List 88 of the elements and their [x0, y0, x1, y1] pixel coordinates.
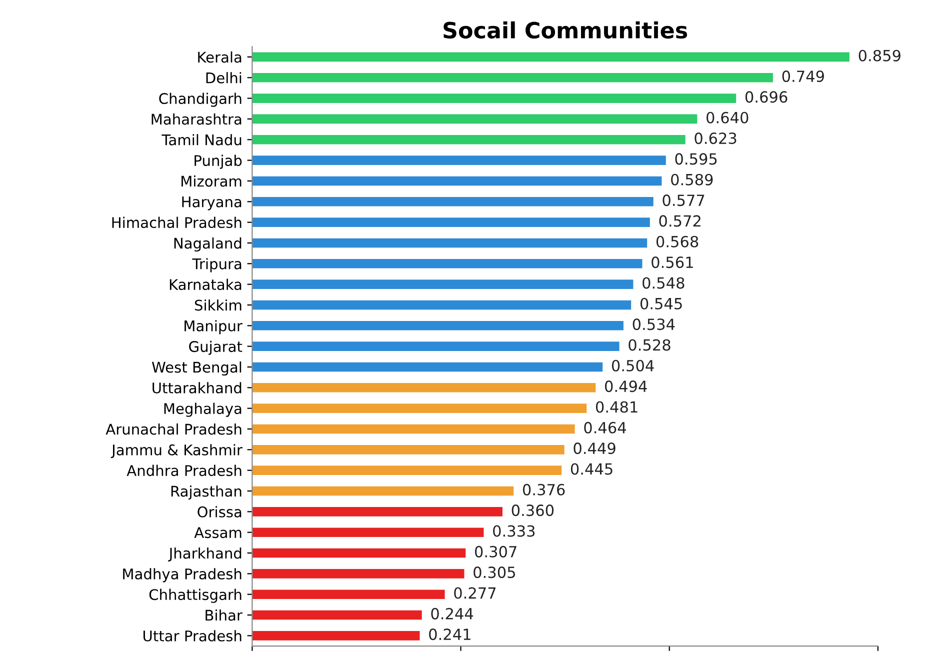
data-label: 0.548 — [642, 277, 684, 289]
bar — [252, 631, 420, 640]
bar — [252, 569, 464, 578]
y-tick-label: Arunachal Pradesh — [106, 423, 242, 435]
bar — [252, 52, 850, 62]
y-tick-label: Punjab — [194, 154, 242, 169]
data-label: 0.640 — [706, 112, 748, 124]
bar — [252, 548, 466, 558]
y-tick-label: Meghalaya — [164, 402, 242, 417]
y-tick-label: Mizoram — [182, 175, 242, 187]
y-tick-label: Uttarakhand — [152, 382, 242, 394]
bar — [252, 218, 650, 227]
y-tick-label: Chhattisgarh — [149, 588, 242, 603]
y-tick-label: Gujarat — [189, 340, 242, 355]
y-tick-label: Madhya Pradesh — [123, 568, 242, 582]
data-label: 0.859 — [858, 50, 900, 62]
data-label: 0.464 — [584, 422, 626, 434]
bar — [252, 424, 575, 434]
y-tick-label: Jharkhand — [168, 547, 242, 562]
bar — [252, 280, 634, 289]
bar — [252, 321, 624, 330]
data-label: 0.307 — [474, 546, 516, 558]
bar — [252, 72, 773, 82]
bar — [252, 94, 736, 103]
y-tick-label: Kerala — [198, 51, 242, 63]
bar — [252, 300, 632, 310]
data-label: 0.623 — [694, 132, 736, 144]
data-label: 0.376 — [522, 484, 565, 496]
bar — [252, 156, 666, 165]
bar — [252, 383, 596, 392]
bar — [252, 445, 564, 454]
y-tick-label: Tripura — [192, 258, 242, 272]
y-tick-label: Sikkim — [194, 299, 242, 311]
data-label: 0.589 — [671, 174, 713, 186]
data-label: 0.241 — [429, 628, 470, 640]
data-label: 0.561 — [652, 256, 693, 268]
y-tick-label: Uttar Pradesh — [144, 630, 242, 642]
bar — [252, 114, 698, 124]
data-label: 0.504 — [612, 360, 654, 372]
data-label: 0.545 — [640, 298, 682, 310]
data-label: 0.494 — [605, 380, 647, 392]
y-tick-label: West Bengal — [152, 361, 242, 376]
y-tick-label: Haryana — [182, 196, 242, 210]
bar — [252, 342, 620, 351]
data-label: 0.305 — [474, 566, 515, 578]
y-tick-label: Manipur — [184, 320, 242, 334]
y-tick-label: Orissa — [198, 506, 242, 518]
bar — [252, 176, 662, 186]
bar — [252, 362, 603, 372]
y-tick-label: Assam — [194, 527, 242, 538]
data-label: 0.595 — [675, 153, 717, 165]
y-tick-label: Himachal Pradesh — [112, 216, 242, 228]
data-label: 0.577 — [662, 194, 704, 206]
bar — [252, 486, 514, 496]
y-tick-label: Karnataka — [170, 278, 242, 290]
y-tick-label: Andhra Pradesh — [126, 464, 242, 476]
y-tick-label: Bihar — [206, 609, 242, 621]
y-tick-label: Maharashtra — [152, 113, 242, 125]
bar — [252, 134, 686, 144]
bar — [252, 404, 587, 413]
y-tick-label: Nagaland — [174, 237, 242, 252]
bar — [252, 258, 642, 268]
bar — [252, 610, 422, 620]
data-label: 0.696 — [745, 91, 788, 103]
data-label: 0.445 — [570, 463, 612, 475]
y-tick-label: Rajasthan — [171, 485, 242, 500]
bar — [252, 466, 562, 475]
data-label: 0.528 — [628, 339, 670, 351]
y-tick-label: Delhi — [206, 72, 242, 84]
data-label: 0.277 — [454, 587, 496, 599]
bar — [252, 238, 648, 248]
y-tick-label: Tamil Nadu — [162, 134, 242, 146]
y-tick-label: Jammu & Kashmir — [110, 444, 242, 458]
data-label: 0.749 — [782, 70, 824, 82]
bar — [252, 590, 445, 599]
bar — [252, 196, 654, 206]
data-label: 0.568 — [656, 236, 698, 248]
data-label: 0.333 — [493, 525, 535, 537]
data-label: 0.244 — [431, 608, 474, 620]
data-label: 0.360 — [512, 504, 554, 516]
data-label: 0.572 — [659, 215, 700, 227]
chart-title: Socail Communities — [444, 21, 688, 39]
bar — [252, 507, 502, 516]
y-tick-label: Chandigarh — [159, 92, 242, 107]
data-label: 0.449 — [574, 442, 616, 454]
data-label: 0.481 — [596, 401, 638, 413]
bar — [252, 528, 484, 537]
data-label: 0.534 — [632, 318, 675, 330]
